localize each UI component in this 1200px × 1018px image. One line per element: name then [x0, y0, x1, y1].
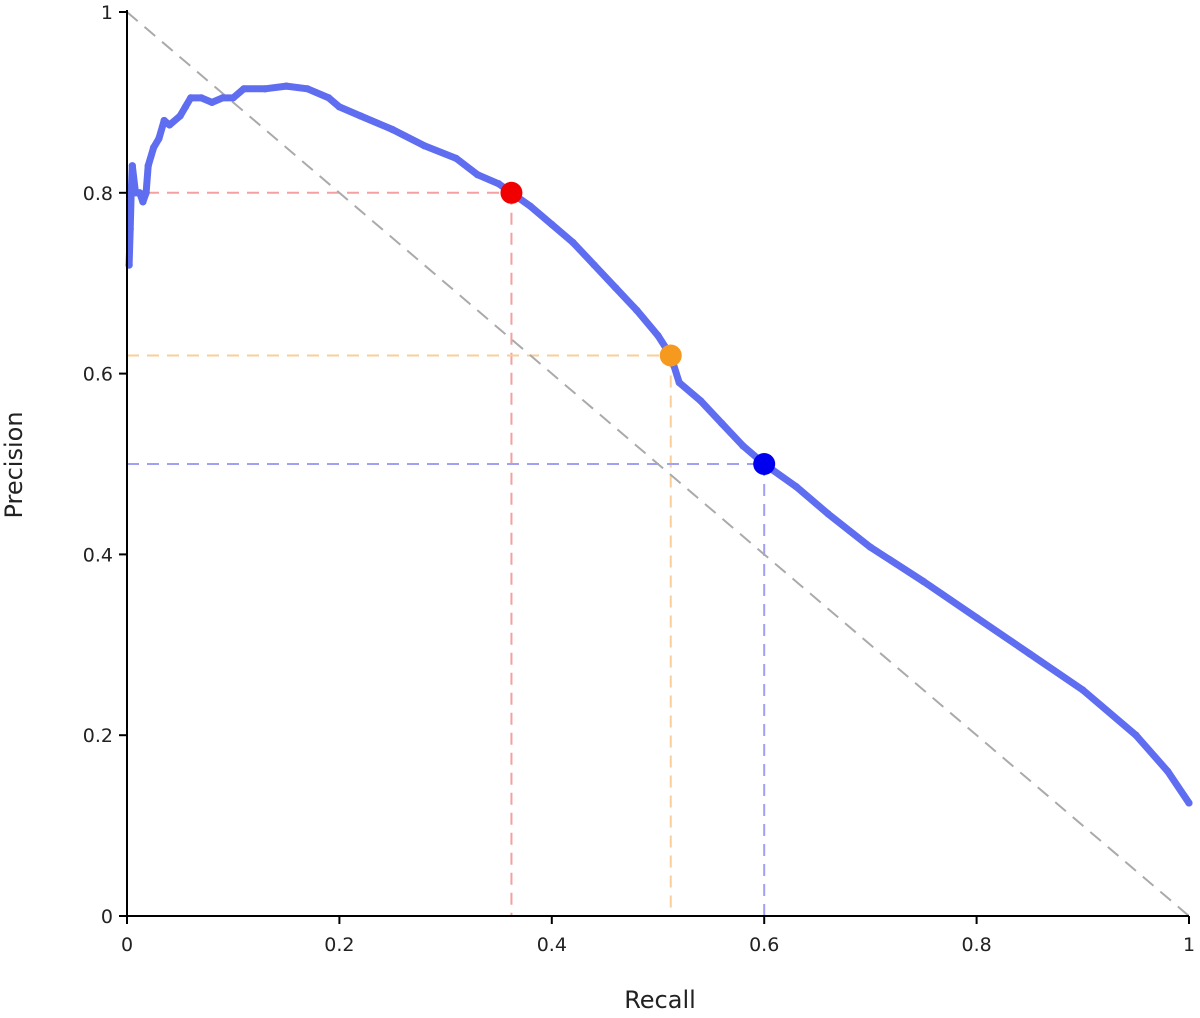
pr-curve-point	[126, 225, 134, 233]
pr-curve-point	[548, 220, 556, 229]
y-tick-label: 0.8	[83, 183, 113, 205]
pr-curve-point	[144, 162, 152, 170]
pr-curve-point	[128, 162, 136, 170]
pr-curve-point	[187, 94, 195, 102]
pr-curve-point	[388, 125, 397, 134]
pr-curve-point	[1185, 799, 1193, 807]
x-tick-label: 0.8	[961, 934, 991, 956]
pr-curve-point	[357, 112, 365, 120]
y-tick-label: 0.4	[83, 544, 113, 566]
axes-layer: 0 0.2 0.4 0.6 0.8 1 0 0.2 0.4 0.6 0.8 1	[83, 2, 1195, 956]
pr-curve-point	[240, 85, 248, 93]
pr-curve-point	[176, 112, 184, 120]
y-axis-title: Precision	[0, 411, 28, 518]
x-tick-label: 1	[1183, 934, 1195, 956]
diagonal-reference-line	[126, 11, 1190, 917]
pr-curve-point	[526, 202, 535, 210]
pr-curve-point	[654, 332, 662, 340]
pr-curve-point	[335, 103, 343, 111]
pr-curve-point	[739, 442, 747, 450]
highlight-point-2	[753, 453, 776, 475]
pr-curve-point	[1079, 686, 1087, 694]
pr-curve-point	[824, 510, 832, 518]
pr-curve-point	[303, 85, 312, 93]
pr-curve-point	[136, 189, 144, 197]
pr-curve-point	[495, 180, 503, 188]
pr-curve-point	[325, 94, 333, 102]
pr-curve-point	[197, 94, 205, 102]
pr-curve-point	[569, 238, 577, 247]
pr-curve-point	[181, 103, 190, 111]
x-tick-label: 0.6	[749, 934, 779, 956]
pr-curve-point	[420, 142, 428, 150]
y-tick-label: 0.2	[83, 725, 113, 747]
highlight-point-1	[659, 344, 682, 367]
pr-curve-point	[1132, 731, 1140, 739]
pr-curve-point	[229, 94, 237, 102]
pr-curve-point	[792, 483, 800, 491]
pr-curve-point	[866, 543, 875, 551]
pr-curve-point	[218, 94, 227, 102]
pr-curve-point	[633, 306, 641, 314]
curve-layer	[125, 82, 1193, 807]
guide-lines-layer	[127, 191, 766, 916]
pr-curve-point	[452, 154, 460, 163]
pr-curve-point	[139, 198, 147, 206]
pr-curve-point	[142, 189, 150, 197]
pr-curve-point	[261, 85, 269, 93]
pr-curve-point	[611, 284, 620, 292]
y-tick-label: 1	[101, 2, 113, 24]
pr-curve-point	[1026, 650, 1034, 658]
highlight-points-layer	[500, 181, 776, 475]
x-tick-label: 0	[121, 934, 133, 956]
pr-curve-point	[1164, 767, 1172, 775]
pr-curve-point	[155, 134, 163, 143]
y-tick-label: 0.6	[83, 364, 113, 386]
pr-curve-point	[473, 171, 482, 179]
y-tick-label: 0	[101, 906, 113, 928]
pr-curve-point	[696, 397, 705, 405]
x-tick-label: 0.2	[324, 934, 354, 956]
x-tick-label: 0.4	[537, 934, 567, 956]
pr-curve-point	[675, 379, 683, 387]
pr-curve-point	[919, 577, 928, 586]
x-axis-title: Recall	[624, 986, 696, 1013]
pr-curve-point	[973, 614, 981, 622]
pr-curve-point	[718, 419, 726, 427]
pr-curve-point	[149, 144, 158, 152]
diagonal-layer	[126, 11, 1190, 917]
pr-curve-point	[590, 261, 598, 269]
pr-curve-point	[160, 116, 168, 125]
pr-curve-point	[165, 121, 174, 129]
pr-curve-point	[282, 82, 290, 90]
pr-curve-point	[208, 98, 216, 106]
highlight-point-0	[500, 181, 523, 204]
